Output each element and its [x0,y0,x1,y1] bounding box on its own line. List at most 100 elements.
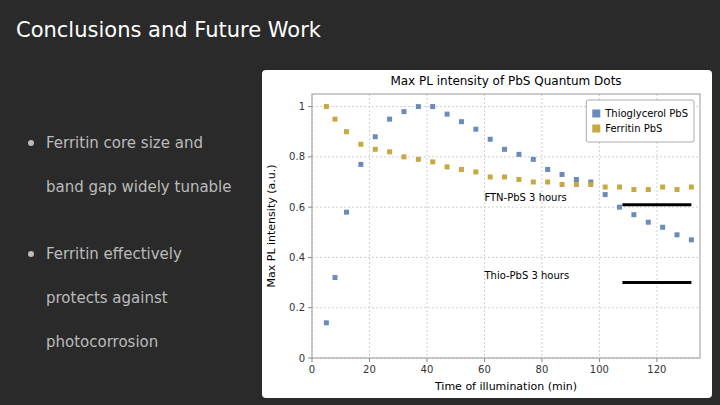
point [560,182,565,187]
bullet-list: Ferritin core size andband gap widely tu… [0,0,262,405]
y-axis-label: Max PL intensity (a.u.) [265,165,278,288]
tick-label-x: 40 [421,364,434,375]
grid-line-x [426,94,427,358]
point [473,169,478,174]
bullet-text: Ferritin effectively [46,245,182,263]
tick-y [308,207,312,208]
point [488,174,493,179]
tick-label-y: 0.6 [289,202,305,213]
legend-label: Ferritin PbS [605,123,662,134]
point [631,212,636,217]
tick-x [426,358,427,362]
point [387,117,392,122]
legend: Thioglycerol PbS Ferritin PbS [586,100,694,142]
point [401,109,406,114]
point [430,159,435,164]
bullet-dot [28,140,34,146]
point [502,174,507,179]
legend-box [586,100,694,142]
tick-y [308,307,312,308]
point [660,185,665,190]
grid-line-y [312,307,700,308]
point [531,157,536,162]
annotation-bar [622,203,691,206]
point [332,275,337,280]
tick-x [312,358,313,362]
point [603,185,608,190]
point [560,172,565,177]
tick-x [369,358,370,362]
point [603,192,608,197]
grid-line-y [312,207,700,208]
point [675,187,680,192]
legend-label: Thioglycerol PbS [604,108,688,119]
plot-frame [312,94,700,358]
point [459,119,464,124]
point [545,180,550,185]
grid-line-x [369,94,370,358]
point [660,225,665,230]
annotation-bar [622,281,691,284]
point [445,164,450,169]
point [358,142,363,147]
point [617,205,622,210]
tick-y [308,257,312,258]
grid-line-y [312,257,700,258]
point [358,162,363,167]
grid-line-x [484,94,485,358]
point [430,104,435,109]
chart-title: Max PL intensity of PbS Quantum Dots [390,74,621,88]
point [344,129,349,134]
point [324,320,329,325]
tick-y [308,106,312,107]
point [689,237,694,242]
series [324,104,694,192]
grid [312,94,700,358]
tick-label-x: 60 [478,364,491,375]
tick-label-x: 100 [590,364,609,375]
point [588,182,593,187]
point [574,182,579,187]
tick-label-x: 0 [309,364,315,375]
tick-x [599,358,600,362]
tick-x [541,358,542,362]
point [445,112,450,117]
tick-y [308,358,312,359]
point [689,185,694,190]
slide-title: Conclusions and Future Work [16,18,321,42]
bullet-text: band gap widely tunable [46,178,232,196]
tick-label-x: 120 [647,364,666,375]
tick-x [656,358,657,362]
annotation-text: FTN-PbS 3 hours [484,192,566,203]
point [646,187,651,192]
point [332,117,337,122]
point [617,185,622,190]
point [324,104,329,109]
point [675,232,680,237]
tick-label-y: 0.8 [289,151,305,162]
legend-swatch [592,125,600,133]
point [373,134,378,139]
point [373,147,378,152]
point [646,220,651,225]
tick-label-x: 20 [363,364,376,375]
point [459,167,464,172]
point [401,154,406,159]
bullet-text: photocorrosion [46,333,158,351]
point [531,180,536,185]
tick-label-y: 0 [299,353,305,364]
chart: 02040608010012000.20.40.60.81Max PL inte… [262,70,712,398]
point [344,210,349,215]
point [545,167,550,172]
bullet-text: protects against [46,289,168,307]
tick-label-y: 0.2 [289,302,305,313]
grid-line-y [312,156,700,157]
point [516,152,521,157]
tick-label-y: 0.4 [289,252,305,263]
legend-swatch [592,110,600,118]
bullet-dot [28,251,34,257]
x-axis-label: Time of illumination (min) [434,380,577,393]
point [416,157,421,162]
point [473,127,478,132]
point [574,177,579,182]
